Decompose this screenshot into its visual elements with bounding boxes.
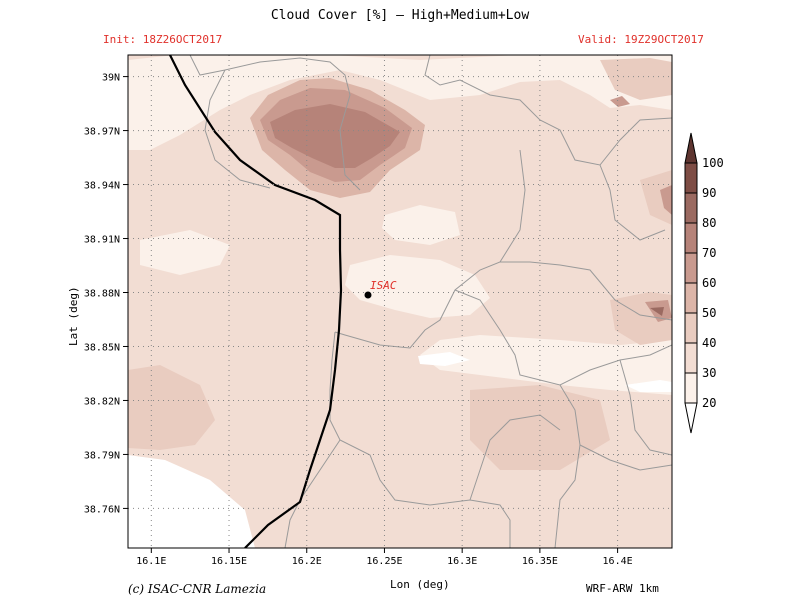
colorbar-high-arrow <box>684 132 698 164</box>
colorbar-segment <box>684 342 698 374</box>
station-label: ISAC <box>370 279 397 292</box>
lat-tick-label: 38.97N <box>84 127 120 138</box>
colorbar-level-label: 50 <box>702 306 716 320</box>
lon-tick-label: 16.25E <box>366 556 402 567</box>
colorbar-level-label: 30 <box>702 366 716 380</box>
cloud-cover-field <box>128 55 672 548</box>
colorbar-segment <box>684 162 698 194</box>
lon-tick-label: 16.2E <box>292 556 322 567</box>
lat-tick-label: 38.94N <box>84 181 120 192</box>
lon-tick-label: 16.1E <box>136 556 166 567</box>
lon-tick-label: 16.15E <box>211 556 247 567</box>
colorbar-segment <box>684 312 698 344</box>
lon-tick-label: 16.3E <box>447 556 477 567</box>
map-title: Cloud Cover [%] — High+Medium+Low <box>270 8 530 23</box>
colorbar-segment <box>684 372 698 404</box>
lat-tick-label: 38.76N <box>84 504 120 515</box>
grid-lines <box>128 55 672 548</box>
lat-tick-label: 38.82N <box>84 396 120 407</box>
lat-tick-label: 38.79N <box>84 450 120 461</box>
colorbar-level-label: 40 <box>702 336 716 350</box>
lon-axis-label: Lon (deg) <box>390 578 450 591</box>
lat-tick-label: 38.91N <box>84 235 120 246</box>
colorbar-low-arrow <box>684 402 698 434</box>
lat-axis-label: Lat (deg) <box>67 286 80 346</box>
lon-tick-label: 16.35E <box>522 556 558 567</box>
colorbar-segment <box>684 282 698 314</box>
lat-tick-label: 38.85N <box>84 342 120 353</box>
init-time: Init: 18Z26OCT2017 <box>103 33 223 46</box>
colorbar-level-label: 60 <box>702 276 716 290</box>
lat-tick-label: 38.88N <box>84 289 120 300</box>
colorbar-level-label: 90 <box>702 186 716 200</box>
colorbar-segment <box>684 252 698 284</box>
model-text: WRF-ARW 1km <box>586 582 659 595</box>
axis-ticks: 39N 38.97N 38.94N 38.91N 38.88N 38.85N 38.82N 3… <box>84 73 633 567</box>
colorbar-level-label: 80 <box>702 216 716 230</box>
colorbar: 20 30 40 50 60 70 80 90 100 <box>684 132 724 434</box>
lon-tick-label: 16.4E <box>603 556 633 567</box>
colorbar-segment <box>684 192 698 224</box>
lat-tick-label: 39N <box>102 73 120 84</box>
valid-time: Valid: 19Z29OCT2017 <box>578 33 704 46</box>
colorbar-level-label: 100 <box>702 156 724 170</box>
colorbar-segment <box>684 222 698 254</box>
station-marker <box>364 291 372 299</box>
credit-text: (c) ISAC-CNR Lamezia <box>128 582 267 596</box>
colorbar-level-label: 20 <box>702 396 716 410</box>
colorbar-level-label: 70 <box>702 246 716 260</box>
